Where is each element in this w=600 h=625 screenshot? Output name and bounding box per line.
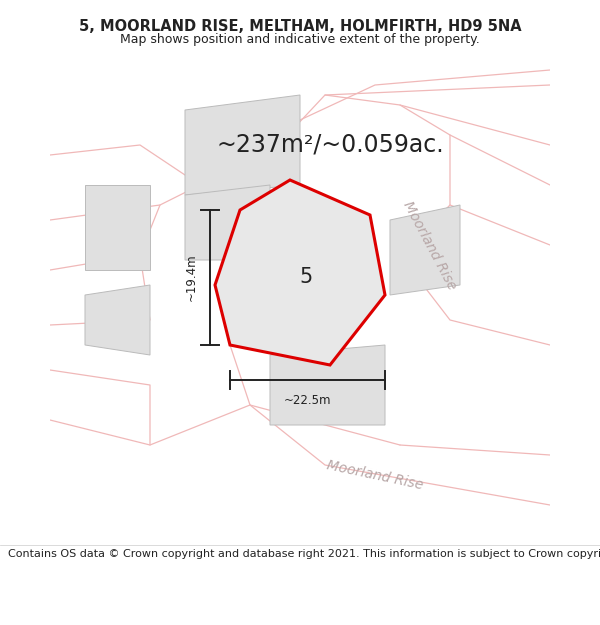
- Polygon shape: [185, 185, 270, 260]
- Text: ~22.5m: ~22.5m: [284, 394, 331, 407]
- Polygon shape: [85, 285, 150, 355]
- Text: ~237m²/~0.059ac.: ~237m²/~0.059ac.: [216, 133, 444, 157]
- Polygon shape: [390, 205, 460, 295]
- Text: Contains OS data © Crown copyright and database right 2021. This information is : Contains OS data © Crown copyright and d…: [8, 549, 600, 559]
- Text: 5: 5: [299, 267, 313, 287]
- Polygon shape: [215, 180, 385, 365]
- Polygon shape: [85, 185, 150, 270]
- Polygon shape: [270, 345, 385, 425]
- Text: Map shows position and indicative extent of the property.: Map shows position and indicative extent…: [120, 33, 480, 46]
- Text: ~19.4m: ~19.4m: [185, 254, 197, 301]
- Text: Moorland Rise: Moorland Rise: [401, 198, 459, 292]
- Text: Moorland Rise: Moorland Rise: [325, 458, 425, 492]
- Polygon shape: [185, 95, 300, 195]
- Text: 5, MOORLAND RISE, MELTHAM, HOLMFIRTH, HD9 5NA: 5, MOORLAND RISE, MELTHAM, HOLMFIRTH, HD…: [79, 19, 521, 34]
